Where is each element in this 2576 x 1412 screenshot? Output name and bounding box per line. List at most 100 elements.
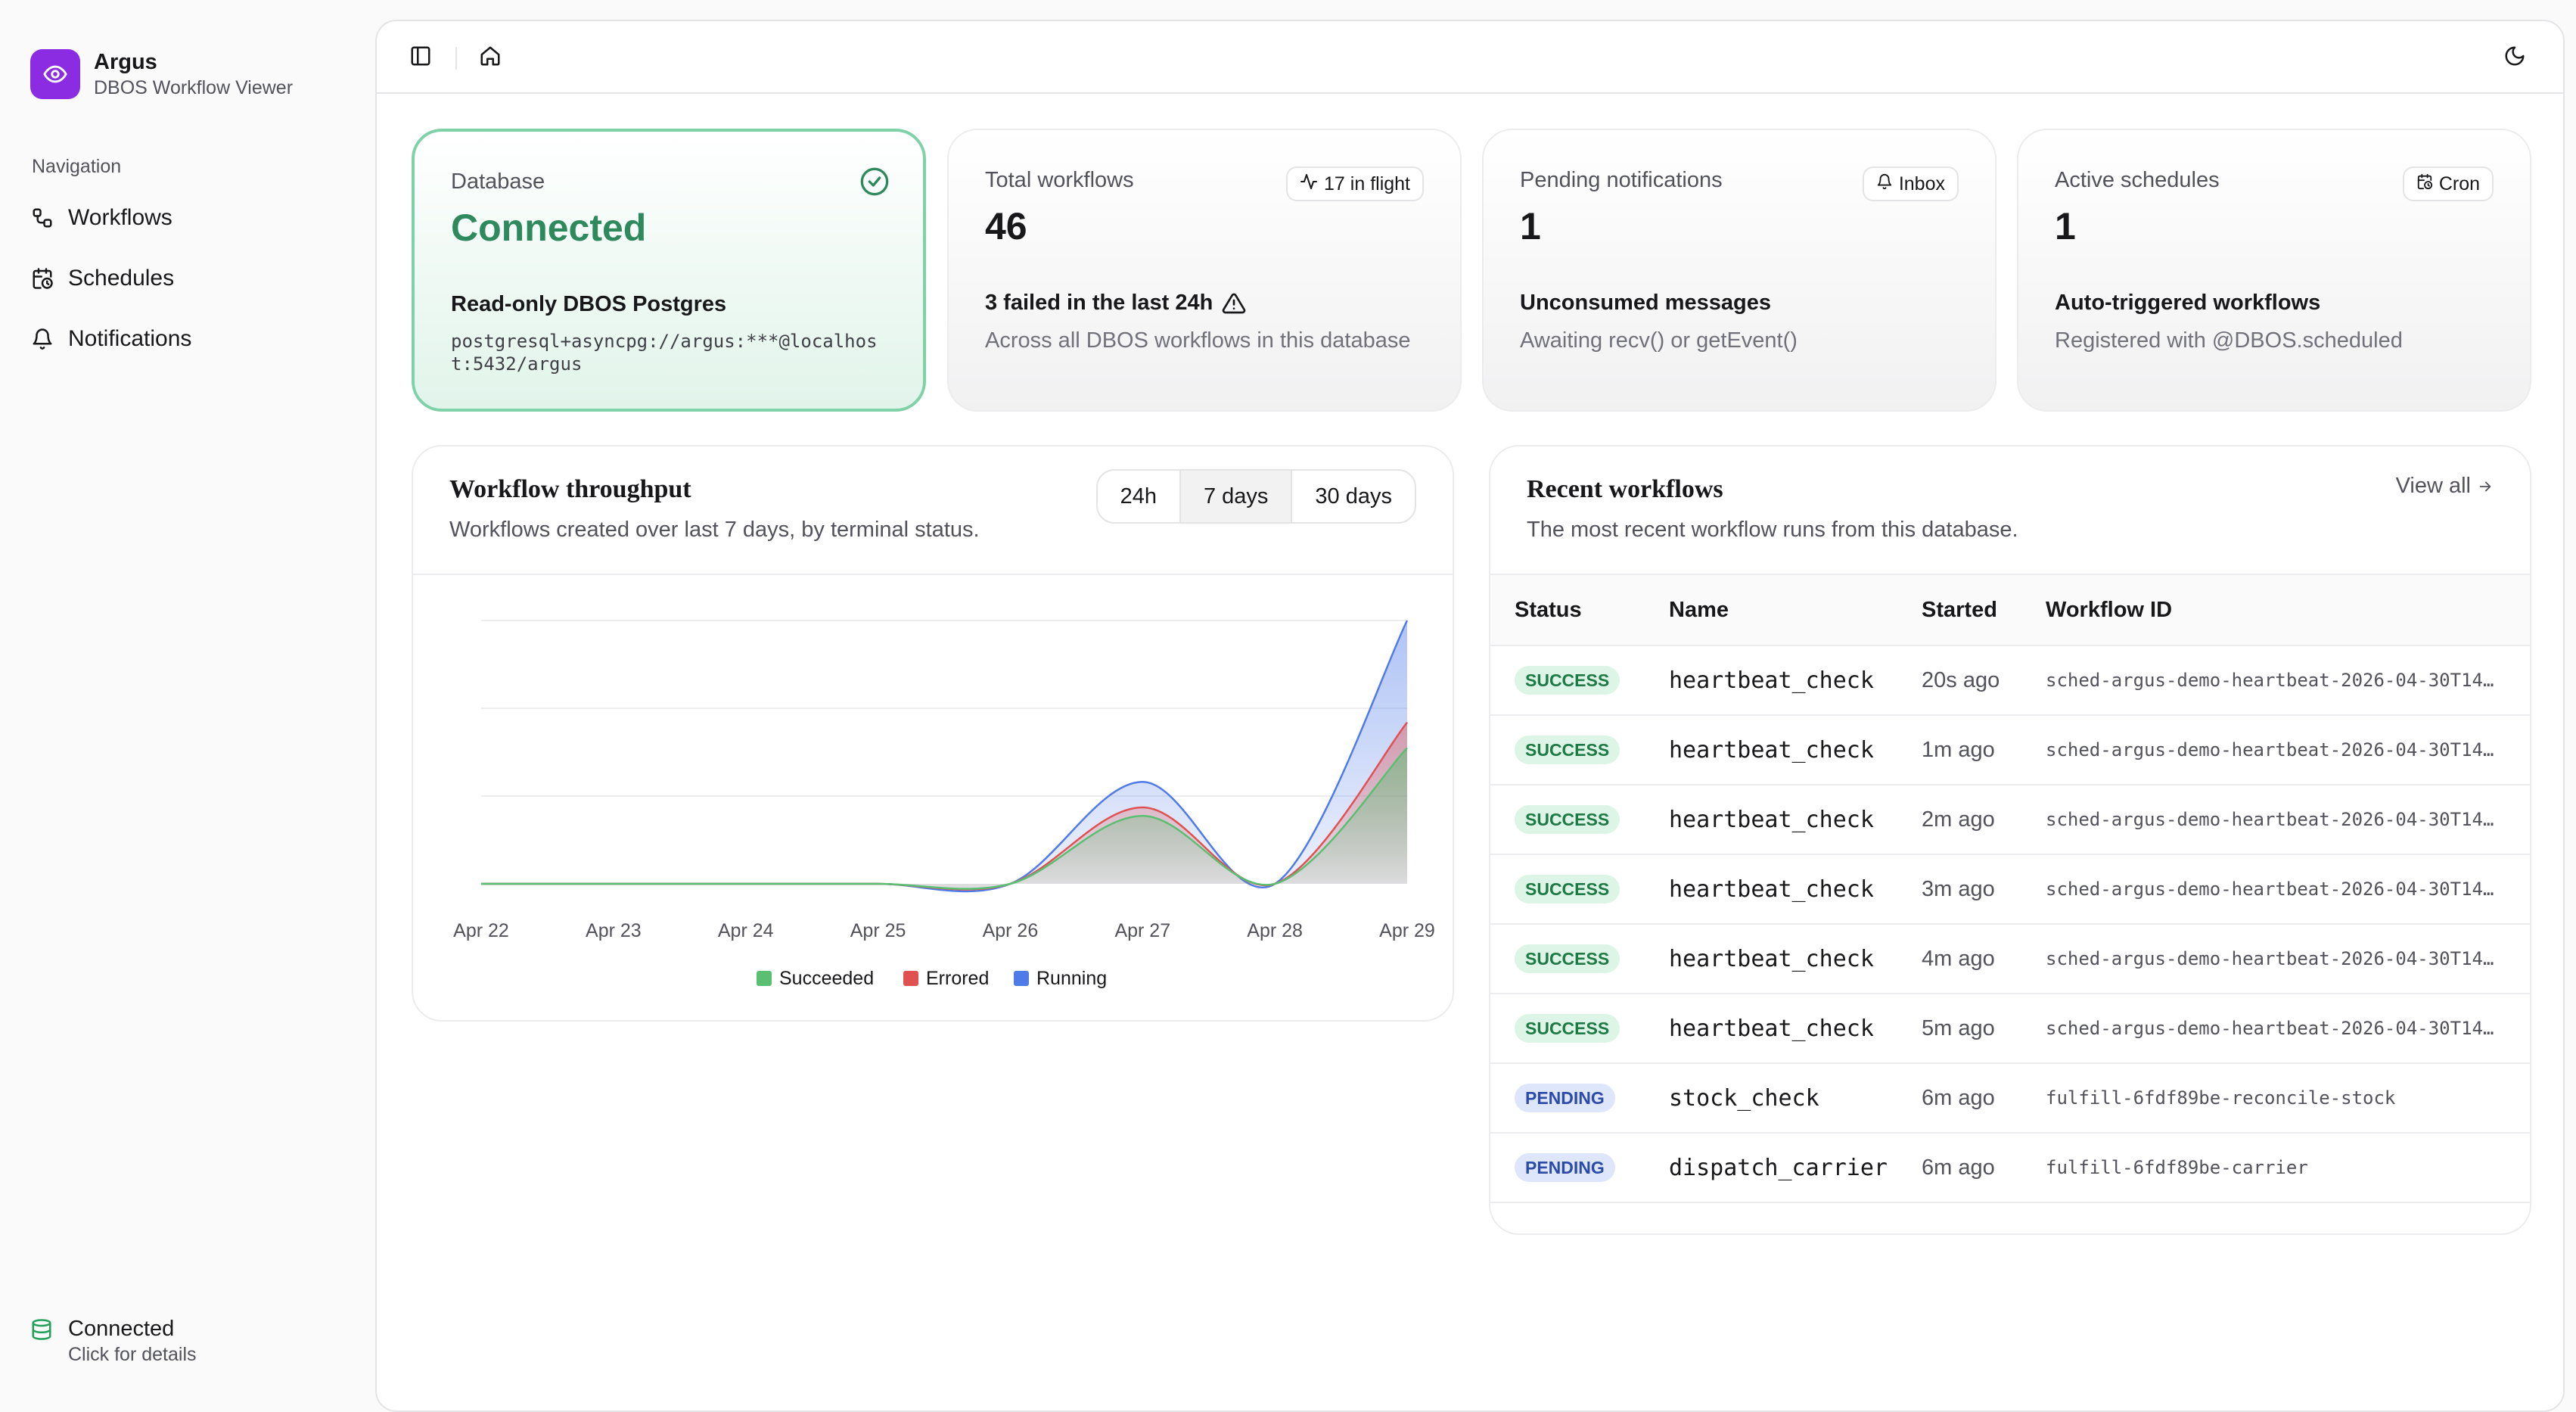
table-row[interactable]: PENDING stock_check 6m ago fulfill-6fdf89be…	[1490, 1064, 2530, 1134]
legend-label-errored: Errored	[926, 968, 989, 989]
status-cell: SUCCESS	[1515, 855, 1620, 923]
column-header-status[interactable]: Status	[1515, 597, 1582, 622]
workflow-id: sched-argus-demo-heartbeat-2026-04-30T14…	[2046, 809, 2494, 830]
range-24h-button[interactable]: 24h	[1120, 484, 1157, 509]
card-title: Unconsumed messages	[1520, 291, 1772, 315]
brand-subtitle: DBOS Workflow Viewer	[94, 77, 294, 98]
started-time: 4m ago	[1922, 946, 1995, 971]
brand[interactable]: Argus DBOS Workflow Viewer	[30, 48, 293, 100]
column-header-started[interactable]: Started	[1922, 597, 1997, 622]
connection-string: postgresql+asyncpg://argus:***@localhost…	[451, 331, 878, 375]
column-header-workflow-id[interactable]: Workflow ID	[2046, 597, 2173, 622]
workflow-icon	[30, 206, 54, 230]
card-value: 46	[985, 205, 1027, 247]
range-30-days-button[interactable]: 30 days	[1291, 471, 1415, 522]
inbox-badge: Inbox	[1862, 166, 1959, 201]
workflow-name: heartbeat_check	[1669, 945, 1874, 972]
theme-toggle-button[interactable]	[2497, 39, 2533, 76]
workflow-id: sched-argus-demo-heartbeat-2026-04-30T14…	[2046, 948, 2494, 969]
workflow-id-cell: sched-argus-demo-heartbeat-2026-04-30T14…	[2046, 855, 2509, 923]
table-row[interactable]: SUCCESS heartbeat_check 3m ago sched-argus-…	[1490, 855, 2530, 925]
area-running	[481, 620, 1407, 891]
panel-description: The most recent workflow runs from this …	[1527, 518, 2018, 542]
card-label: Database	[451, 170, 545, 194]
workflow-id: sched-argus-demo-heartbeat-2026-04-30T14…	[2046, 739, 2494, 760]
x-axis-labels: Apr 22 Apr 23 Apr 24 Apr 25 Apr 26 Apr 27 Apr …	[453, 920, 1435, 941]
table-row[interactable]: SUCCESS heartbeat_check 4m ago sched-argus-…	[1490, 925, 2530, 994]
card-description: Across all DBOS workflows in this databa…	[985, 328, 1411, 353]
total-workflows-card[interactable]: Total workflows 17 in flight 46 3 failed…	[947, 129, 1462, 412]
database-card[interactable]: Database Connected Read-only DBOS Postgr…	[412, 129, 926, 412]
legend-label-succeeded: Succeeded	[779, 968, 874, 989]
workflow-name: heartbeat_check	[1669, 876, 1874, 903]
workflow-id-cell: fulfill-6fdf89be-reconcile-stock	[2046, 1064, 2509, 1132]
status-cell: PENDING	[1515, 1064, 1615, 1132]
connection-status-hint: Click for details	[68, 1344, 197, 1365]
series-line-running	[481, 620, 1409, 893]
card-description: Registered with @DBOS.scheduled	[2055, 328, 2403, 353]
card-title: Read-only DBOS Postgres	[451, 292, 727, 316]
x-tick-label: Apr 28	[1247, 920, 1303, 941]
sidebar-toggle-icon	[409, 45, 432, 71]
range-7-days-button[interactable]: 7 days	[1179, 471, 1291, 522]
workflow-id: sched-argus-demo-heartbeat-2026-04-30T14…	[2046, 1018, 2494, 1039]
workflow-name: heartbeat_check	[1669, 736, 1874, 764]
workflow-name: heartbeat_check	[1669, 667, 1874, 694]
area-succeeded	[481, 748, 1407, 889]
workflow-id-cell: sched-argus-demo-heartbeat-2026-04-30T14…	[2046, 994, 2509, 1062]
nav-heading: Navigation	[32, 156, 122, 177]
card-value: Connected	[451, 207, 647, 249]
panel-title: Recent workflows	[1527, 475, 1723, 503]
table-row[interactable]: PENDING dispatch_carrier 6m ago fulfill-6fd…	[1490, 1134, 2530, 1203]
status-cell: SUCCESS	[1515, 716, 1620, 784]
home-icon	[479, 45, 502, 71]
chart-legend: Succeeded Errored Running	[757, 968, 1107, 989]
pending-notifications-card[interactable]: Pending notifications Inbox 1 Unconsumed…	[1482, 129, 1996, 412]
sidebar-item-schedules[interactable]: Schedules	[30, 257, 348, 300]
active-schedules-card[interactable]: Active schedules Cron 1 Auto-triggered w…	[2017, 129, 2531, 412]
started-time: 1m ago	[1922, 737, 1995, 762]
check-circle-icon	[859, 166, 890, 201]
database-icon	[30, 1318, 54, 1342]
status-cell: SUCCESS	[1515, 994, 1620, 1062]
started-time: 3m ago	[1922, 876, 1995, 901]
sidebar: Argus DBOS Workflow Viewer Navigation Wo…	[0, 0, 375, 1401]
started-time: 2m ago	[1922, 807, 1995, 832]
table-row[interactable]: SUCCESS heartbeat_check 5m ago sched-argus-…	[1490, 994, 2530, 1064]
eye-icon	[30, 49, 80, 99]
sidebar-item-label: Workflows	[68, 205, 172, 230]
series-line-succeeded	[481, 747, 1408, 890]
series-line-errored	[481, 721, 1408, 891]
workflow-id: sched-argus-demo-heartbeat-2026-04-30T14…	[2046, 879, 2494, 900]
table-row[interactable]: SUCCESS heartbeat_check 1m ago sched-argus-…	[1490, 716, 2530, 785]
in-flight-badge: 17 in flight	[1286, 166, 1424, 201]
table-row[interactable]: SUCCESS heartbeat_check 2m ago sched-argus-…	[1490, 785, 2530, 855]
card-title: 3 failed in the last 24h	[985, 291, 1213, 315]
column-header-name[interactable]: Name	[1669, 597, 1729, 622]
sidebar-item-notifications[interactable]: Notifications	[30, 318, 348, 360]
area-errored	[481, 722, 1407, 890]
connection-status[interactable]: Connected Click for details	[30, 1315, 197, 1367]
workflow-id: fulfill-6fdf89be-carrier	[2046, 1157, 2308, 1178]
toggle-sidebar-button[interactable]	[402, 39, 439, 76]
calendar-clock-icon	[2416, 173, 2439, 195]
x-tick-label: Apr 24	[718, 920, 774, 941]
warning-icon	[1222, 291, 1246, 316]
card-description: Awaiting recv() or getEvent()	[1520, 328, 1798, 353]
status-badge: PENDING	[1515, 1084, 1615, 1112]
chart-grid	[481, 620, 1407, 797]
status-badge: PENDING	[1515, 1153, 1615, 1182]
arrow-right-icon	[2477, 478, 2494, 495]
card-label: Pending notifications	[1520, 168, 1723, 192]
legend-swatch-succeeded	[757, 971, 772, 986]
panel-description: Workflows created over last 7 days, by t…	[449, 518, 980, 542]
view-all-link[interactable]: View all	[2396, 474, 2494, 499]
table-row[interactable]: SUCCESS heartbeat_check 20s ago sched-argus…	[1490, 646, 2530, 716]
calendar-clock-icon	[30, 266, 54, 291]
range-selector: 24h 7 days 30 days	[1095, 469, 1416, 524]
recent-workflows-panel: Recent workflows The most recent workflo…	[1489, 445, 2531, 1235]
sidebar-item-workflows[interactable]: Workflows	[30, 197, 348, 239]
home-button[interactable]	[472, 39, 508, 76]
card-title-row: 3 failed in the last 24h	[985, 291, 1246, 316]
x-tick-label: Apr 26	[983, 920, 1039, 941]
